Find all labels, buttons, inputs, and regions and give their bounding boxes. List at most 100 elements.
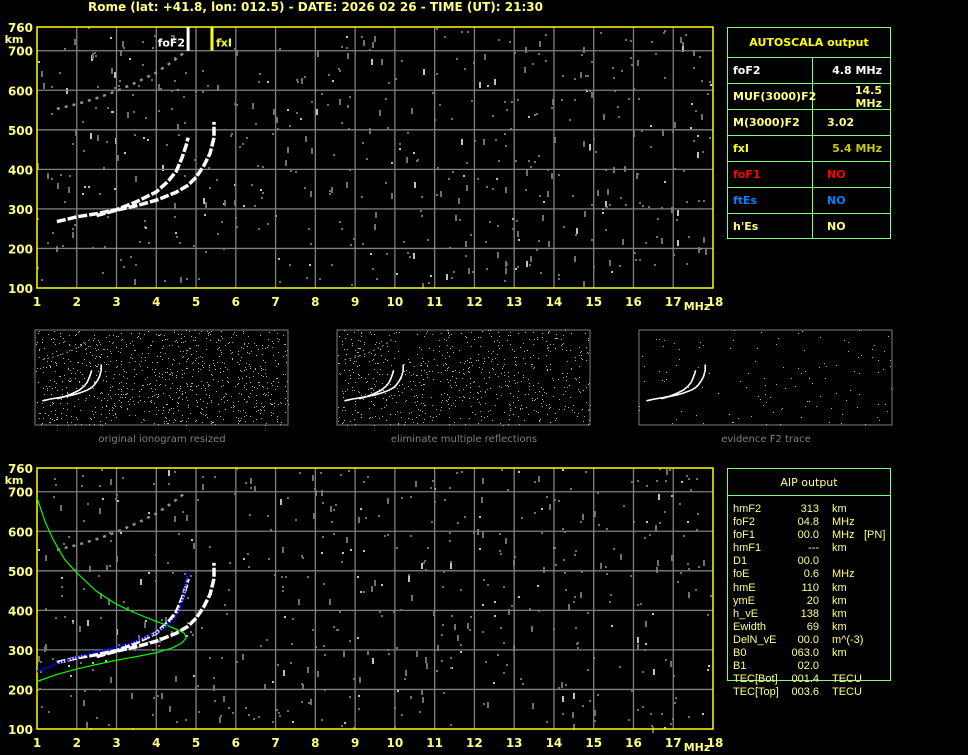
noise-dot bbox=[140, 579, 142, 585]
thumbnail-noise bbox=[555, 348, 556, 349]
thumbnail-noise bbox=[809, 401, 810, 402]
noise-dot bbox=[686, 201, 688, 203]
thumbnail-noise bbox=[52, 388, 53, 389]
thumbnail-noise bbox=[392, 398, 393, 399]
thumbnail-noise bbox=[474, 339, 475, 340]
noise-dot bbox=[483, 139, 485, 145]
noise-dot bbox=[120, 532, 122, 534]
thumbnail-noise bbox=[43, 388, 44, 389]
aip-unit: TECU bbox=[832, 673, 862, 686]
thumbnail-caption: eliminate multiple reflections bbox=[390, 434, 538, 445]
thumbnail-noise bbox=[359, 392, 360, 393]
thumbnail-noise bbox=[824, 363, 825, 364]
noise-dot bbox=[690, 489, 692, 491]
aip-value: 20 bbox=[806, 594, 819, 607]
noise-dot bbox=[307, 576, 309, 578]
thumbnail-noise bbox=[48, 415, 49, 416]
noise-dot bbox=[242, 143, 244, 145]
thumbnail-noise bbox=[277, 386, 278, 387]
thumbnail-noise bbox=[666, 372, 667, 373]
thumbnail-noise bbox=[510, 408, 511, 409]
noise-dot bbox=[529, 264, 531, 266]
thumbnail-noise bbox=[263, 394, 264, 395]
thumbnail-noise bbox=[256, 411, 257, 412]
thumbnail-noise bbox=[244, 387, 245, 388]
noise-dot bbox=[99, 193, 101, 195]
noise-dot bbox=[120, 259, 122, 261]
thumbnail-noise bbox=[262, 345, 263, 346]
thumbnail-noise bbox=[134, 376, 135, 377]
noise-dot bbox=[703, 237, 705, 243]
thumbnail-noise bbox=[222, 338, 223, 339]
noise-dot bbox=[526, 170, 528, 176]
x-tick-label: 15 bbox=[585, 295, 602, 309]
thumbnail-noise bbox=[41, 424, 42, 425]
o-trace bbox=[96, 562, 216, 659]
thumbnail-noise bbox=[211, 374, 212, 375]
thumbnail-noise bbox=[131, 333, 132, 334]
thumbnail-noise bbox=[350, 421, 351, 422]
noise-dot bbox=[193, 675, 195, 677]
noise-dot bbox=[583, 281, 585, 287]
noise-dot bbox=[319, 278, 321, 280]
thumbnail-noise bbox=[260, 335, 261, 336]
thumbnail-noise bbox=[531, 364, 532, 365]
noise-dot bbox=[103, 167, 105, 169]
thumbnail-noise bbox=[244, 370, 245, 371]
thumbnail-noise bbox=[179, 390, 180, 391]
thumbnail-noise bbox=[281, 422, 282, 423]
noise-dot bbox=[139, 241, 141, 243]
thumbnail-noise bbox=[371, 388, 372, 389]
thumbnail-noise bbox=[156, 334, 157, 335]
thumbnail-noise bbox=[119, 383, 120, 384]
noise-dot bbox=[83, 700, 85, 706]
thumbnail-noise bbox=[422, 397, 423, 398]
thumbnail-noise bbox=[202, 357, 203, 358]
thumbnail-noise bbox=[246, 389, 247, 390]
noise-dot bbox=[699, 56, 701, 58]
thumbnail-noise bbox=[183, 342, 184, 343]
thumbnail-noise bbox=[141, 389, 142, 390]
noise-dot bbox=[316, 109, 318, 115]
noise-dot bbox=[339, 70, 341, 72]
thumbnail-noise bbox=[446, 340, 447, 341]
thumbnail-noise bbox=[99, 356, 100, 357]
thumbnail-noise bbox=[408, 386, 409, 387]
x-tick-label: 3 bbox=[112, 736, 120, 750]
thumbnail-noise bbox=[262, 386, 263, 387]
thumbnail-noise bbox=[285, 398, 286, 399]
noise-dot bbox=[637, 637, 639, 643]
thumbnail-noise bbox=[528, 414, 529, 415]
noise-dot bbox=[74, 224, 76, 226]
noise-dot bbox=[80, 662, 82, 664]
x-tick-label: 4 bbox=[152, 295, 160, 309]
noise-dot bbox=[505, 538, 507, 544]
noise-dot bbox=[524, 67, 526, 73]
noise-dot bbox=[481, 497, 483, 503]
thumbnail-noise bbox=[237, 384, 238, 385]
thumbnail-noise bbox=[165, 339, 166, 340]
thumbnail-noise bbox=[567, 387, 568, 388]
aip-unit: MHz bbox=[832, 529, 855, 542]
thumbnail-noise bbox=[468, 371, 469, 372]
thumbnail-noise bbox=[130, 343, 131, 344]
noise-dot bbox=[332, 80, 334, 82]
thumbnail-noise bbox=[738, 418, 739, 419]
thumbnail-noise bbox=[819, 367, 820, 368]
thumbnail-noise bbox=[471, 332, 472, 333]
noise-dot bbox=[443, 692, 445, 694]
thumbnail-noise bbox=[859, 330, 860, 331]
noise-dot bbox=[117, 500, 119, 502]
thumbnail-noise bbox=[353, 363, 354, 364]
thumbnail-noise bbox=[253, 371, 254, 372]
noise-dot bbox=[597, 694, 599, 696]
thumbnail-noise bbox=[206, 394, 207, 395]
noise-dot bbox=[497, 225, 499, 227]
thumbnail-noise bbox=[490, 330, 491, 331]
thumbnail-noise bbox=[261, 403, 262, 404]
thumbnail-noise bbox=[514, 351, 515, 352]
thumbnail-noise bbox=[446, 364, 447, 365]
thumbnail-noise bbox=[254, 343, 255, 344]
thumbnail-noise bbox=[177, 342, 178, 343]
